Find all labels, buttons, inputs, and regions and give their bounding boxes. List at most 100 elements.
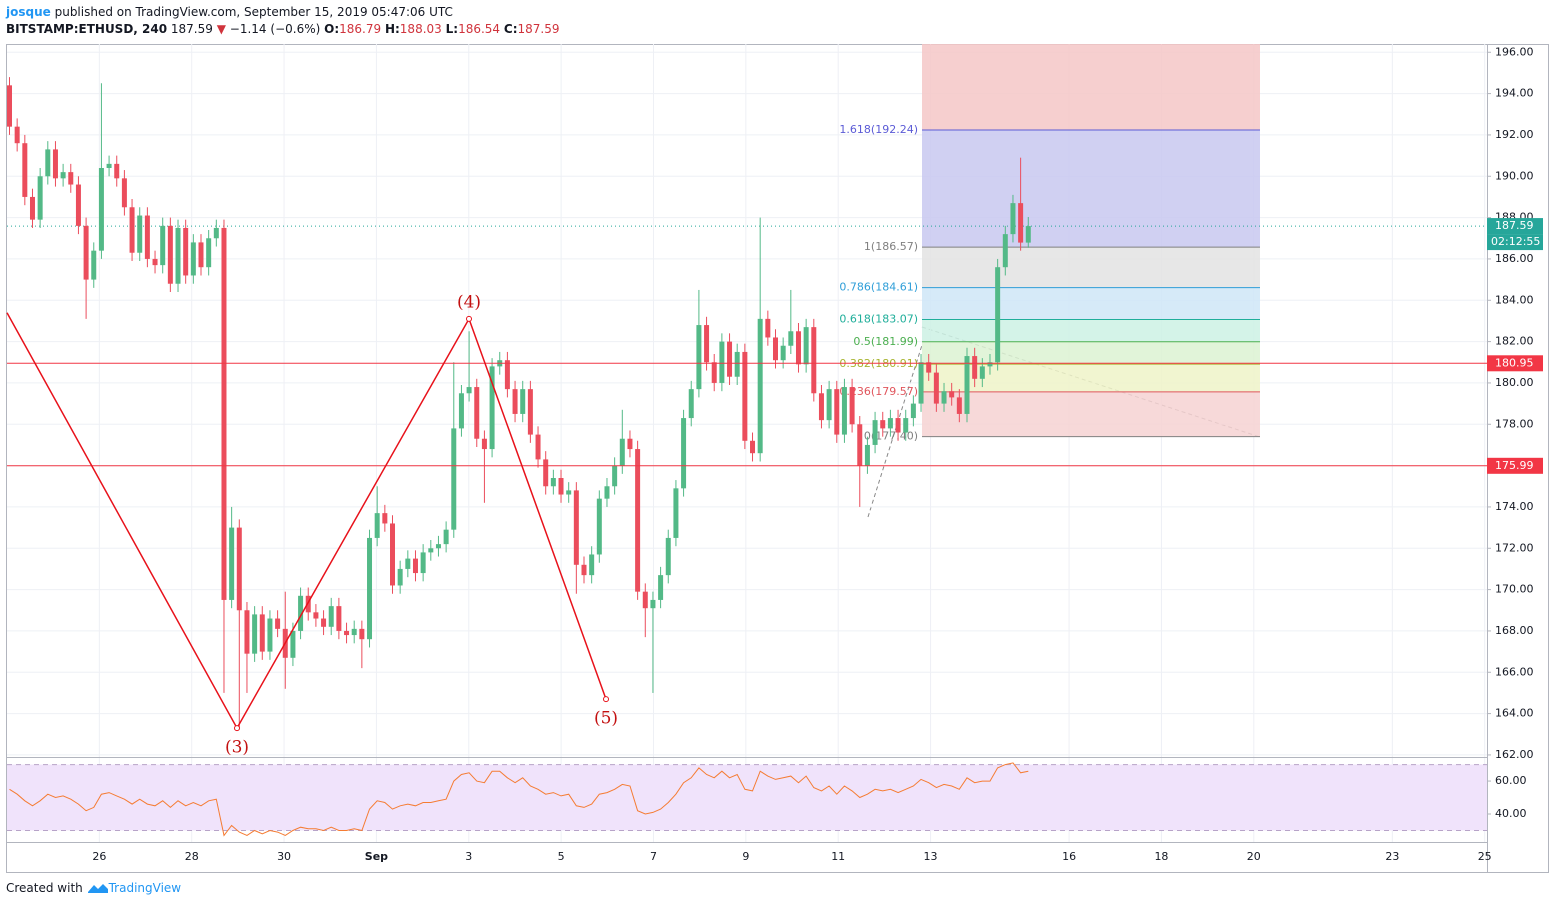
candle-body: [221, 227, 227, 600]
candle-body: [673, 488, 679, 538]
footer: Created with TradingView: [6, 880, 181, 895]
fib-zone: [922, 129, 1260, 248]
x-tick-label: 11: [831, 850, 845, 863]
candle-body: [811, 327, 817, 394]
candle-body: [305, 595, 311, 613]
candle-body: [428, 548, 434, 553]
published: published on TradingView.com, September …: [50, 5, 453, 19]
candle-body: [1010, 203, 1016, 235]
y-tick-label: 60.00: [1495, 774, 1527, 787]
candle-body: [550, 478, 556, 487]
candle-body: [512, 389, 518, 414]
y-tick-label: 168.00: [1495, 624, 1534, 637]
candle-body: [229, 527, 235, 600]
fib-zone: [922, 247, 1260, 288]
candle-body: [872, 420, 878, 445]
candle-body: [520, 389, 526, 414]
x-tick-label: 7: [650, 850, 657, 863]
y-tick-label: 162.00: [1495, 748, 1534, 761]
candle-body: [382, 513, 388, 524]
candle-body: [895, 418, 901, 433]
candle-body: [328, 606, 334, 627]
candle-body: [750, 440, 756, 454]
candle-body: [236, 527, 242, 611]
candle-body: [581, 564, 587, 576]
candle-body: [589, 554, 595, 576]
candle-body: [98, 168, 104, 251]
l-label: L:: [445, 22, 459, 36]
candle-body: [956, 397, 962, 414]
brand: TradingView: [108, 881, 182, 895]
x-tick-label: 25: [1478, 850, 1492, 863]
candle-body: [995, 267, 1001, 363]
candle-body: [60, 172, 66, 179]
candle-body: [435, 544, 441, 549]
x-tick-label: 16: [1062, 850, 1076, 863]
candle-body: [7, 85, 12, 127]
y-tick-label: 174.00: [1495, 500, 1534, 513]
l-value: 186.54: [458, 22, 501, 36]
candle-body: [527, 389, 533, 435]
c-label: C:: [503, 22, 518, 36]
y-tick-label: 180.00: [1495, 376, 1534, 389]
fib-label: 1.618(192.24): [839, 123, 918, 136]
c-value: 187.59: [517, 22, 560, 36]
candle-body: [29, 196, 35, 220]
candle-body: [949, 391, 955, 398]
x-tick-label: 20: [1247, 850, 1261, 863]
last-tag-label: 187.59: [1495, 219, 1534, 232]
x-tick-label: 30: [277, 850, 291, 863]
fib-zone: [922, 319, 1260, 342]
countdown: 02:12:55: [1491, 235, 1540, 248]
candle-body: [933, 372, 939, 404]
candle-body: [321, 618, 327, 627]
candle-body: [359, 628, 365, 640]
author[interactable]: josque: [6, 5, 51, 19]
h-label: H:: [384, 22, 400, 36]
last: 187.59: [170, 22, 213, 36]
created: Created with: [6, 881, 83, 895]
candle-body: [880, 420, 886, 429]
candle-body: [604, 486, 610, 499]
candle-body: [198, 242, 204, 268]
rsi-line: [9, 762, 1029, 837]
candle-body: [987, 362, 993, 367]
candle-body: [344, 630, 350, 636]
y-tick-label: 184.00: [1495, 293, 1534, 306]
y-tick-label: 194.00: [1495, 87, 1534, 100]
x-tick-label: 9: [742, 850, 749, 863]
trend-dash: [867, 344, 923, 518]
candle-body: [397, 568, 403, 586]
candle-body: [259, 614, 265, 652]
arrow: ▼: [216, 22, 226, 36]
x-tick-label: 23: [1385, 850, 1399, 863]
change: −1.14 (−0.6%): [229, 22, 321, 36]
candle-body: [573, 490, 579, 565]
y-tick-label: 186.00: [1495, 252, 1534, 265]
candle-body: [635, 449, 641, 592]
candle-body: [160, 225, 166, 266]
fib-label: 1(186.57): [864, 240, 918, 253]
candle-body: [910, 403, 916, 419]
candle-body: [458, 393, 464, 429]
candle-body: [83, 225, 89, 280]
candle-body: [313, 612, 319, 619]
candle-body: [757, 318, 763, 454]
candle-body: [596, 498, 602, 555]
price-tag-label: 175.99: [1495, 459, 1534, 472]
candle-body: [619, 438, 625, 466]
candle-body: [206, 238, 212, 268]
fib-label: 0.5(181.99): [853, 335, 918, 348]
candle-body: [37, 176, 43, 220]
candle-body: [481, 438, 487, 450]
candle-body: [137, 215, 143, 253]
rsi-band: [7, 764, 1487, 831]
candle-body: [803, 327, 809, 365]
fib-zone: [922, 341, 1260, 365]
candle-body: [918, 362, 924, 404]
candle-body: [711, 362, 717, 383]
x-tick-label: 3: [465, 850, 472, 863]
candle-body: [121, 178, 127, 208]
x-tick-label: 5: [558, 850, 565, 863]
